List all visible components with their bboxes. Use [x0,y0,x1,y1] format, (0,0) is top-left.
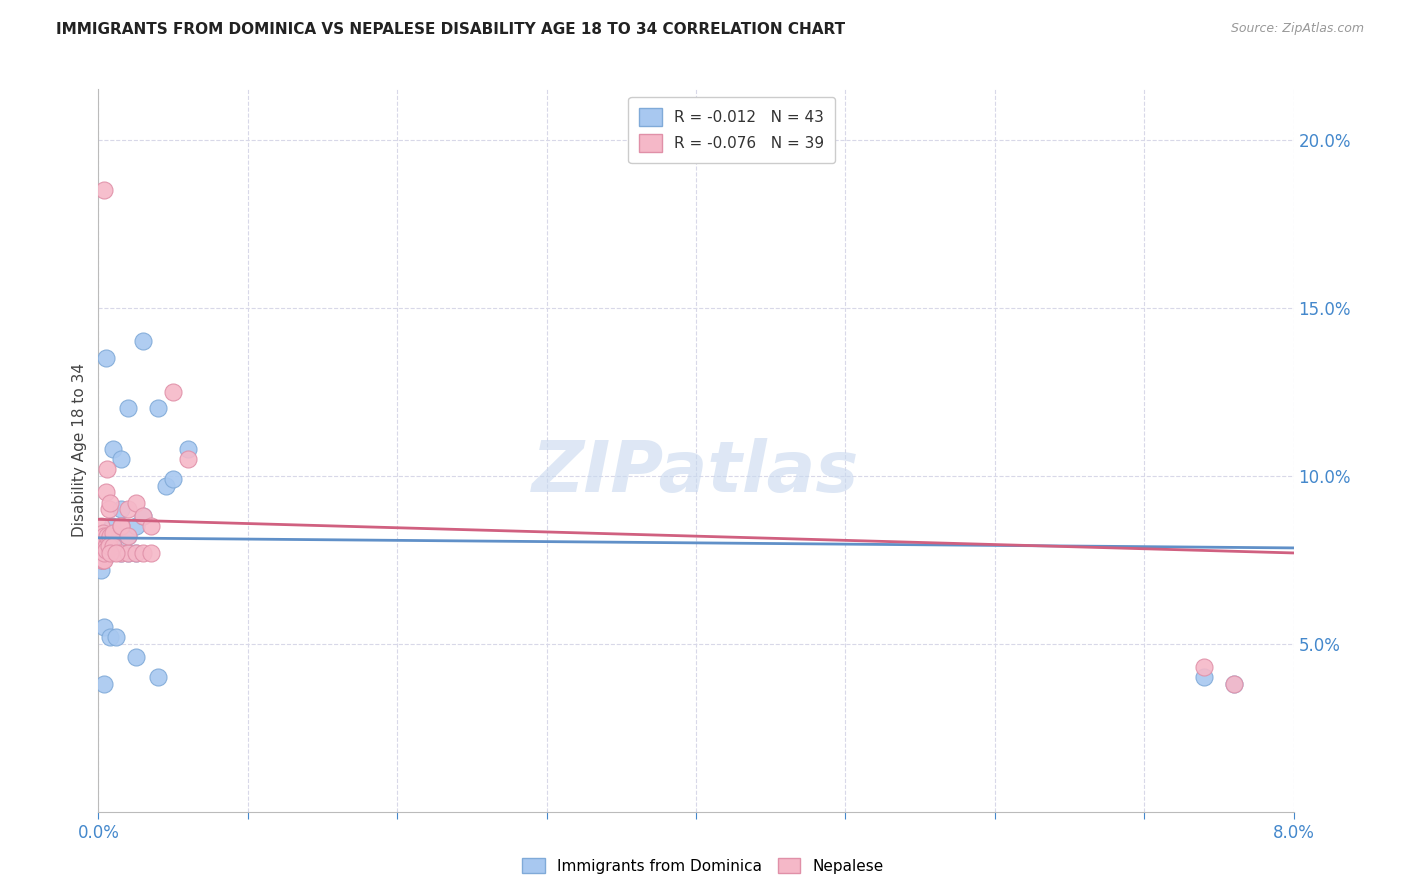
Point [132,334,155,349]
Point [1223,677,1246,691]
Point [93,536,115,550]
Point [110,451,132,466]
Point [148,670,170,684]
Point [90,563,112,577]
Legend: R = -0.012   N = 43, R = -0.076   N = 39: R = -0.012 N = 43, R = -0.076 N = 39 [628,97,835,163]
Point [96,539,118,553]
Point [125,546,148,560]
Point [91,552,114,566]
Point [91,552,114,566]
Point [1192,660,1215,674]
Point [96,462,118,476]
Point [96,529,118,543]
Point [110,546,132,560]
Point [93,620,115,634]
Point [93,552,115,566]
Point [91,525,114,540]
Point [148,401,170,416]
Point [105,630,128,644]
Point [93,539,115,553]
Point [94,539,117,553]
Point [162,384,184,399]
Point [94,485,117,500]
Point [93,536,115,550]
Point [97,502,120,516]
Point [93,529,115,543]
Point [125,650,148,665]
Point [1192,670,1215,684]
Point [90,519,112,533]
Point [97,539,120,553]
Point [139,546,162,560]
Point [110,519,132,533]
Point [132,508,155,523]
Point [91,552,114,566]
Point [90,552,112,566]
Point [103,442,125,456]
Point [110,502,132,516]
Point [103,539,125,553]
Point [98,546,122,560]
Point [101,519,124,533]
Point [125,495,148,509]
Point [155,479,177,493]
Point [91,529,114,543]
Point [98,630,122,644]
Point [93,549,115,564]
Point [94,529,117,543]
Point [94,542,117,557]
Point [94,549,117,564]
Point [105,546,128,560]
Point [117,401,139,416]
Point [117,502,139,516]
Point [162,472,184,486]
Point [117,546,139,560]
Point [177,451,200,466]
Legend: Immigrants from Dominica, Nepalese: Immigrants from Dominica, Nepalese [516,852,890,880]
Point [177,442,200,456]
Point [98,529,122,543]
Point [98,525,122,540]
Point [110,519,132,533]
Point [117,546,139,560]
Point [97,533,120,547]
Point [125,519,148,533]
Point [105,529,128,543]
Point [93,677,115,691]
Point [110,546,132,560]
Point [139,519,162,533]
Point [91,539,114,553]
Point [132,546,155,560]
Text: ZIPatlas: ZIPatlas [533,438,859,507]
Point [94,539,117,553]
Point [98,495,122,509]
Point [1223,677,1246,691]
Point [97,546,120,560]
Point [132,508,155,523]
Point [103,525,125,540]
Y-axis label: Disability Age 18 to 34: Disability Age 18 to 34 [72,363,87,538]
Text: IMMIGRANTS FROM DOMINICA VS NEPALESE DISABILITY AGE 18 TO 34 CORRELATION CHART: IMMIGRANTS FROM DOMINICA VS NEPALESE DIS… [56,22,845,37]
Point [93,183,115,197]
Point [125,546,148,560]
Point [93,546,115,560]
Point [90,549,112,564]
Text: Source: ZipAtlas.com: Source: ZipAtlas.com [1230,22,1364,36]
Point [117,529,139,543]
Point [117,529,139,543]
Point [94,351,117,365]
Point [90,552,112,566]
Point [96,546,118,560]
